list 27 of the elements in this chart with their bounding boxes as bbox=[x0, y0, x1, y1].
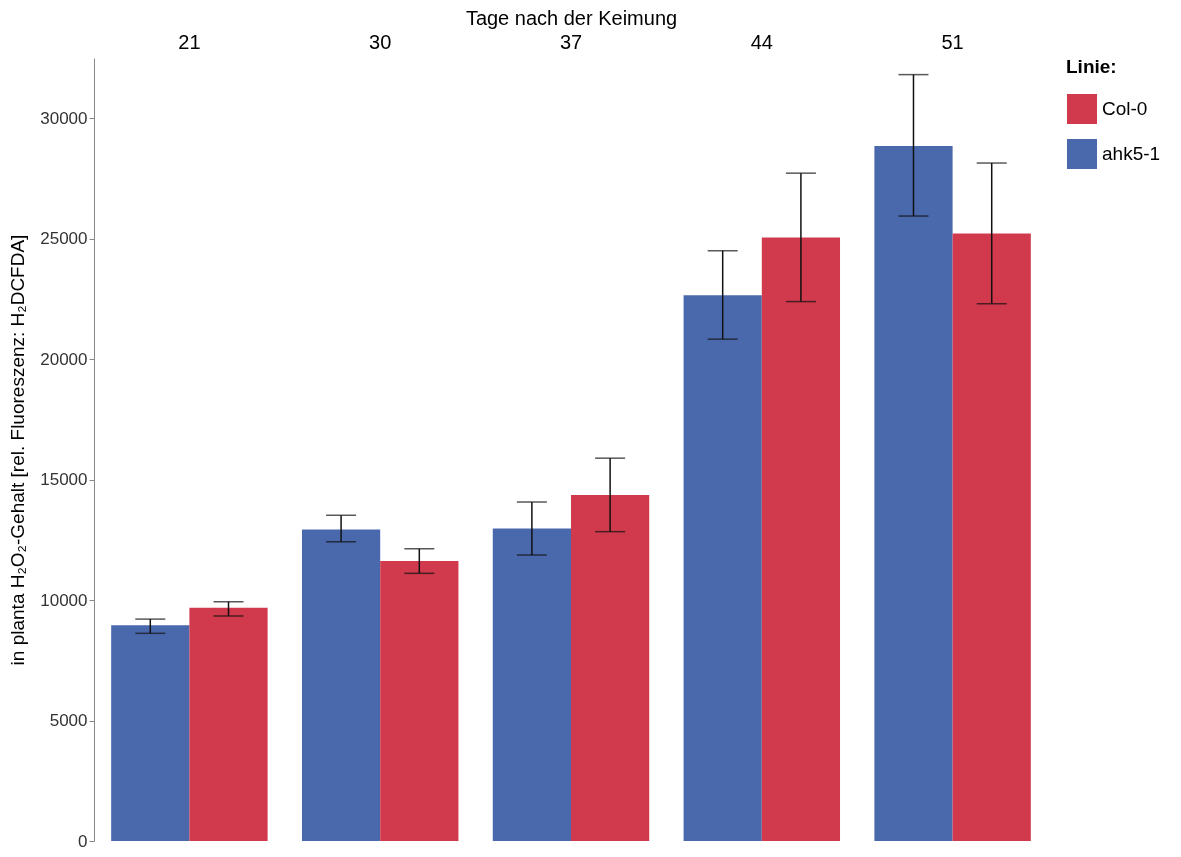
bar bbox=[111, 625, 190, 841]
x-tick-label: 37 bbox=[559, 30, 583, 53]
x-tick-label: 44 bbox=[750, 30, 773, 53]
y-tick-label: 10000 bbox=[40, 590, 88, 610]
y-tick-label: 0 bbox=[78, 831, 88, 851]
bar bbox=[874, 145, 953, 841]
x-axis-title: Tage nach der Keimung bbox=[465, 6, 678, 29]
bar bbox=[683, 295, 762, 841]
y-tick-label: 15000 bbox=[40, 470, 88, 490]
bar bbox=[380, 561, 459, 841]
bar bbox=[571, 495, 650, 841]
bar bbox=[952, 233, 1031, 841]
y-tick-label: 30000 bbox=[40, 108, 88, 128]
bar bbox=[301, 529, 381, 841]
y-axis-title: in planta H₂O₂-Gehalt [rel. Fluoreszenz: H₂DCFDA] bbox=[7, 234, 29, 666]
y-tick-label: 25000 bbox=[40, 229, 88, 249]
legend-label: ahk5-1 bbox=[1102, 143, 1161, 164]
bar bbox=[761, 237, 841, 841]
x-tick-label: 51 bbox=[941, 30, 964, 53]
y-tick-label: 20000 bbox=[40, 349, 88, 369]
bar bbox=[492, 528, 571, 841]
bar bbox=[189, 607, 268, 841]
legend-label: Col-0 bbox=[1102, 98, 1148, 119]
y-tick-label: 5000 bbox=[49, 711, 88, 731]
x-tick-label: 30 bbox=[369, 30, 392, 53]
legend-title: Linie: bbox=[1066, 56, 1117, 77]
x-tick-label: 21 bbox=[178, 30, 201, 53]
